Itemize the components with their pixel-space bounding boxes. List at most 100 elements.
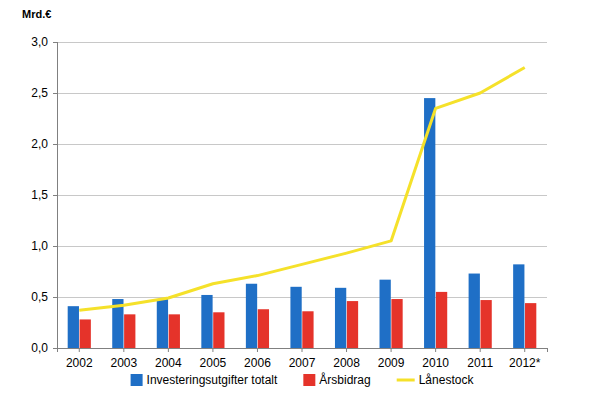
y-tick-label: 3,0 (31, 35, 48, 49)
x-tick-mark (257, 348, 258, 352)
x-tick-mark (391, 348, 392, 352)
x-tick: 2003 (110, 348, 137, 370)
y-tick-mark (53, 42, 57, 43)
x-tick-label: 2002 (66, 356, 93, 370)
x-tick-label: 2006 (244, 356, 271, 370)
plot: 0,00,51,01,52,02,53,02002200320042005200… (31, 35, 547, 369)
y-tick-mark (53, 144, 57, 145)
bar (157, 299, 168, 348)
x-tick-mark (123, 348, 124, 352)
y-tick-label: 0,0 (31, 341, 48, 355)
bar (335, 288, 346, 348)
bar (258, 309, 269, 348)
legend-item: Årsbidrag (303, 372, 370, 387)
bar (525, 303, 536, 348)
x-axis-line (58, 349, 548, 353)
x-tick-label: 2004 (155, 356, 182, 370)
x-tick-mark (480, 348, 481, 352)
y-tick: 3,0 (31, 35, 57, 49)
x-tick-mark (302, 348, 303, 352)
x-tick: 2009 (378, 348, 405, 370)
x-tick-mark (212, 348, 213, 352)
grid-line (57, 195, 547, 196)
x-tick-label: 2003 (110, 356, 137, 370)
y-tick: 1,0 (31, 239, 57, 253)
y-tick-mark (53, 297, 57, 298)
y-tick: 0,5 (31, 290, 57, 304)
bar (347, 301, 358, 348)
bar (80, 319, 91, 348)
y-tick-label: 0,5 (31, 290, 48, 304)
y-tick-mark (53, 195, 57, 196)
grid-line (57, 93, 547, 94)
grid-line (57, 144, 547, 145)
x-tick: 2010 (422, 348, 449, 370)
x-tick-mark (346, 348, 347, 352)
x-tick-label: 2012* (509, 356, 541, 370)
x-tick-label: 2009 (378, 356, 405, 370)
legend-label: Investeringsutgifter totalt (147, 373, 278, 387)
grid-line (57, 42, 547, 43)
marks (68, 68, 537, 349)
x-tick-mark (524, 348, 525, 352)
y-tick-label: 2,0 (31, 137, 48, 151)
bar (68, 306, 79, 348)
line (79, 68, 524, 311)
bar (469, 274, 480, 348)
legend-swatch (303, 374, 315, 386)
y-axis: 0,0 0,5 1,0 1,5 2,0 2,5 3,0 (31, 35, 57, 355)
legend-item: Lånestock (397, 373, 475, 387)
y-tick-label: 1,5 (31, 188, 48, 202)
x-tick-label: 2007 (289, 356, 316, 370)
bar (480, 300, 491, 348)
x-tick-label: 2005 (200, 356, 227, 370)
chart: 0,00,51,01,52,02,53,02002200320042005200… (0, 0, 607, 418)
bar (436, 292, 447, 348)
x-tick: 2008 (333, 348, 360, 370)
x-tick: 2007 (289, 348, 316, 370)
x-tick: 2002 (66, 348, 93, 370)
y-tick-mark (53, 93, 57, 94)
y-tick-mark (53, 246, 57, 247)
bar (380, 280, 391, 348)
legend-label: Årsbidrag (319, 372, 370, 387)
x-tick-mark (79, 348, 80, 352)
x-tick: 2011 (467, 348, 493, 370)
grid-line (57, 246, 547, 247)
bar (513, 264, 524, 348)
y-tick-label: 1,0 (31, 239, 48, 253)
x-tick-label: 2011 (467, 356, 493, 370)
x-tick: 2004 (155, 348, 182, 370)
bar (391, 299, 402, 348)
bar (246, 284, 257, 348)
bar (302, 311, 313, 348)
legend-label: Lånestock (419, 373, 475, 387)
bar (169, 314, 180, 348)
bar (290, 287, 301, 348)
x-tick-mark (435, 348, 436, 352)
x-tick: 2006 (244, 348, 271, 370)
bar (213, 312, 224, 348)
y-axis-title: Mrd.€ (22, 8, 51, 20)
bar (124, 314, 135, 348)
y-tick-mark (53, 348, 57, 349)
y-tick: 2,5 (31, 86, 57, 100)
grid (57, 42, 547, 348)
y-tick: 0,0 (31, 341, 57, 355)
x-tick-mark (168, 348, 169, 352)
x-axis: 2002 2003 2004 2005 2006 2007 2008 2009 2010 2011… (58, 348, 548, 370)
x-tick: 2012* (509, 348, 541, 370)
y-tick-label: 2,5 (31, 86, 48, 100)
legend: Investeringsutgifter totalt Årsbidrag Låne… (131, 372, 475, 387)
x-tick-label: 2008 (333, 356, 360, 370)
legend-swatch (131, 374, 143, 386)
bar (201, 295, 212, 348)
x-tick: 2005 (200, 348, 227, 370)
y-tick: 2,0 (31, 137, 57, 151)
x-tick-label: 2010 (422, 356, 449, 370)
y-tick: 1,5 (31, 188, 57, 202)
legend-swatch (397, 379, 415, 382)
bar-series (68, 98, 525, 348)
legend-item: Investeringsutgifter totalt (131, 373, 278, 387)
y-axis-line (53, 43, 58, 349)
